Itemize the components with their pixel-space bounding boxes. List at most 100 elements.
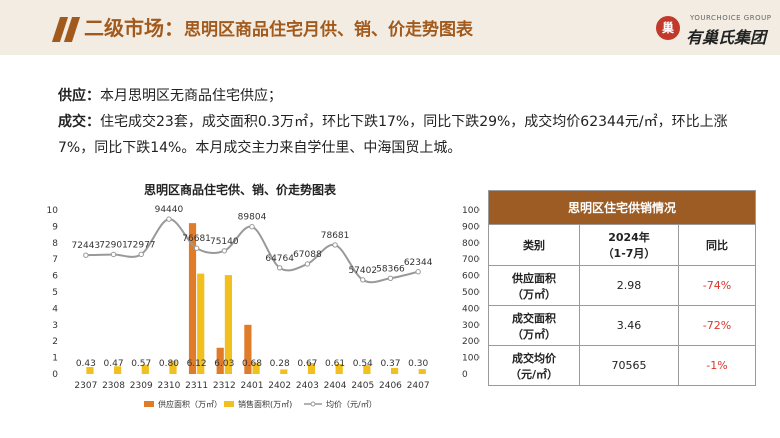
price-point (249, 224, 255, 230)
x-tick-label: 2308 (102, 381, 125, 391)
legend-marker-price (310, 401, 316, 407)
header-bar: 二级市场：思明区商品住宅月供、销、价走势图表 巢 YOURCHOICE GROU… (0, 0, 780, 55)
table-header: 同比 (678, 224, 756, 266)
sales-bar (363, 365, 371, 374)
sales-data-label: 0.43 (76, 359, 96, 369)
legend-swatch-supply (144, 401, 154, 407)
x-tick-label: 2406 (379, 381, 402, 391)
price-data-label: 78681 (321, 231, 350, 241)
sales-data-label: 6.12 (187, 359, 207, 369)
table-row: 供应面积 （万㎡） 2.98 -74% (488, 265, 756, 306)
sales-data-label: 0.61 (325, 359, 345, 369)
x-tick-label: 2405 (351, 381, 374, 391)
sales-data-label: 0.28 (270, 359, 290, 369)
y-left-tick-label: 5 (52, 288, 58, 298)
y-right-tick-label: 70000 (462, 255, 480, 265)
sales-bar (252, 362, 260, 374)
price-point (387, 275, 394, 281)
sales-bar (224, 275, 233, 374)
y-right-tick-label: 50000 (462, 288, 480, 298)
price-data-label: 62344 (404, 258, 433, 268)
supply-label: 供应： (58, 88, 100, 104)
price-point (332, 242, 338, 248)
sales-data-label: 0.30 (408, 359, 428, 369)
y-left-tick-label: 4 (52, 304, 58, 314)
y-right-tick-label: 40000 (462, 304, 480, 314)
y-right-tick-label: 60000 (462, 272, 480, 282)
legend-label-price: 均价（元/㎡） (326, 399, 377, 409)
price-data-label: 75140 (210, 237, 239, 247)
supply-bar (188, 223, 197, 374)
supply-bar (216, 347, 224, 374)
y-left-tick-label: 9 (52, 222, 58, 232)
logo-chinese: 有巢氏集团 (686, 28, 767, 47)
price-point (221, 248, 228, 254)
sales-bar (280, 369, 288, 374)
price-point (110, 251, 117, 258)
sales-bar (86, 366, 94, 374)
legend-swatch-sales (224, 401, 234, 407)
price-point (83, 252, 89, 258)
y-right-tick-label: 30000 (462, 321, 480, 331)
supply-sales-table: 思明区住宅供销情况 类别 2024年 （1-7月） 同比 供应面积 （万㎡） 2… (488, 190, 756, 386)
sales-data-label: 6.03 (214, 359, 234, 369)
x-tick-label: 2404 (324, 381, 347, 391)
table-caption: 思明区住宅供销情况 (488, 190, 756, 225)
y-left-tick-label: 6 (52, 272, 58, 282)
deal-label: 成交： (58, 114, 100, 130)
price-data-label: 58366 (376, 264, 405, 274)
sales-bar (390, 367, 399, 374)
x-tick-label: 2309 (130, 381, 153, 391)
y-left-tick-label: 10 (47, 206, 59, 216)
table-cell: -74% (678, 265, 756, 306)
chart-title: 思明区商品住宅供、销、价走势图表 (143, 183, 336, 197)
sales-bar (307, 363, 316, 374)
table-cell: -72% (678, 305, 756, 346)
y-right-tick-label: 20000 (462, 337, 480, 347)
table-header: 2024年 （1-7月） (579, 224, 679, 266)
sales-data-label: 0.37 (380, 359, 400, 369)
sales-bar (197, 273, 205, 374)
sales-data-label: 0.80 (159, 359, 179, 369)
sales-bar (418, 369, 426, 374)
price-point (415, 269, 421, 275)
price-point (193, 245, 200, 251)
y-left-tick-label: 7 (52, 255, 58, 265)
sales-bar (141, 364, 149, 374)
y-left-tick-label: 3 (52, 321, 58, 331)
x-tick-label: 2407 (407, 381, 430, 391)
logo-english: YOURCHOICE GROUP (690, 14, 772, 22)
price-data-label: 94440 (155, 205, 184, 215)
table-cell: 2.98 (579, 265, 679, 306)
table-cell: 成交均价 （元/㎡） (488, 345, 580, 386)
price-data-label: 72901 (99, 240, 128, 250)
supply-bar (244, 324, 252, 374)
price-data-label: 72443 (72, 241, 101, 251)
price-data-label: 64764 (265, 254, 294, 264)
price-data-label: 67088 (293, 250, 322, 260)
y-right-tick-label: 90000 (462, 222, 480, 232)
price-point (304, 261, 311, 267)
price-data-label: 89804 (238, 213, 267, 223)
price-point (276, 265, 283, 271)
y-right-tick-label: 100000 (462, 206, 480, 216)
price-data-label: 72977 (127, 240, 156, 250)
logo-mark-icon: 巢 (656, 16, 680, 40)
table-row: 成交面积 （万㎡） 3.46 -72% (488, 305, 756, 346)
y-left-tick-label: 0 (52, 370, 58, 380)
table-row: 成交均价 （元/㎡） 70565 -1% (488, 345, 756, 386)
deal-text-line2: 7%，同比下跌14%。本月成交主力来自学仕里、中海国贸上城。 (58, 140, 462, 156)
y-left-tick-label: 8 (52, 239, 58, 249)
sales-data-label: 0.68 (242, 359, 262, 369)
x-tick-label: 2403 (296, 381, 319, 391)
sales-data-label: 0.57 (131, 359, 151, 369)
table-cell: 供应面积 （万㎡） (488, 265, 580, 306)
price-point (138, 251, 144, 258)
x-tick-label: 2401 (241, 381, 264, 391)
sales-data-label: 0.54 (353, 359, 373, 369)
deal-paragraph-cont: 7%，同比下跌14%。本月成交主力来自学仕里、中海国贸上城。 (58, 136, 461, 160)
page-subtitle: 思明区商品住宅月供、销、价走势图表 (184, 20, 473, 40)
x-tick-label: 2312 (213, 381, 236, 391)
x-tick-label: 2307 (74, 381, 97, 391)
deal-paragraph: 成交：住宅成交23套，成交面积0.3万㎡，环比下跌17%，同比下跌29%，成交均… (58, 110, 728, 134)
